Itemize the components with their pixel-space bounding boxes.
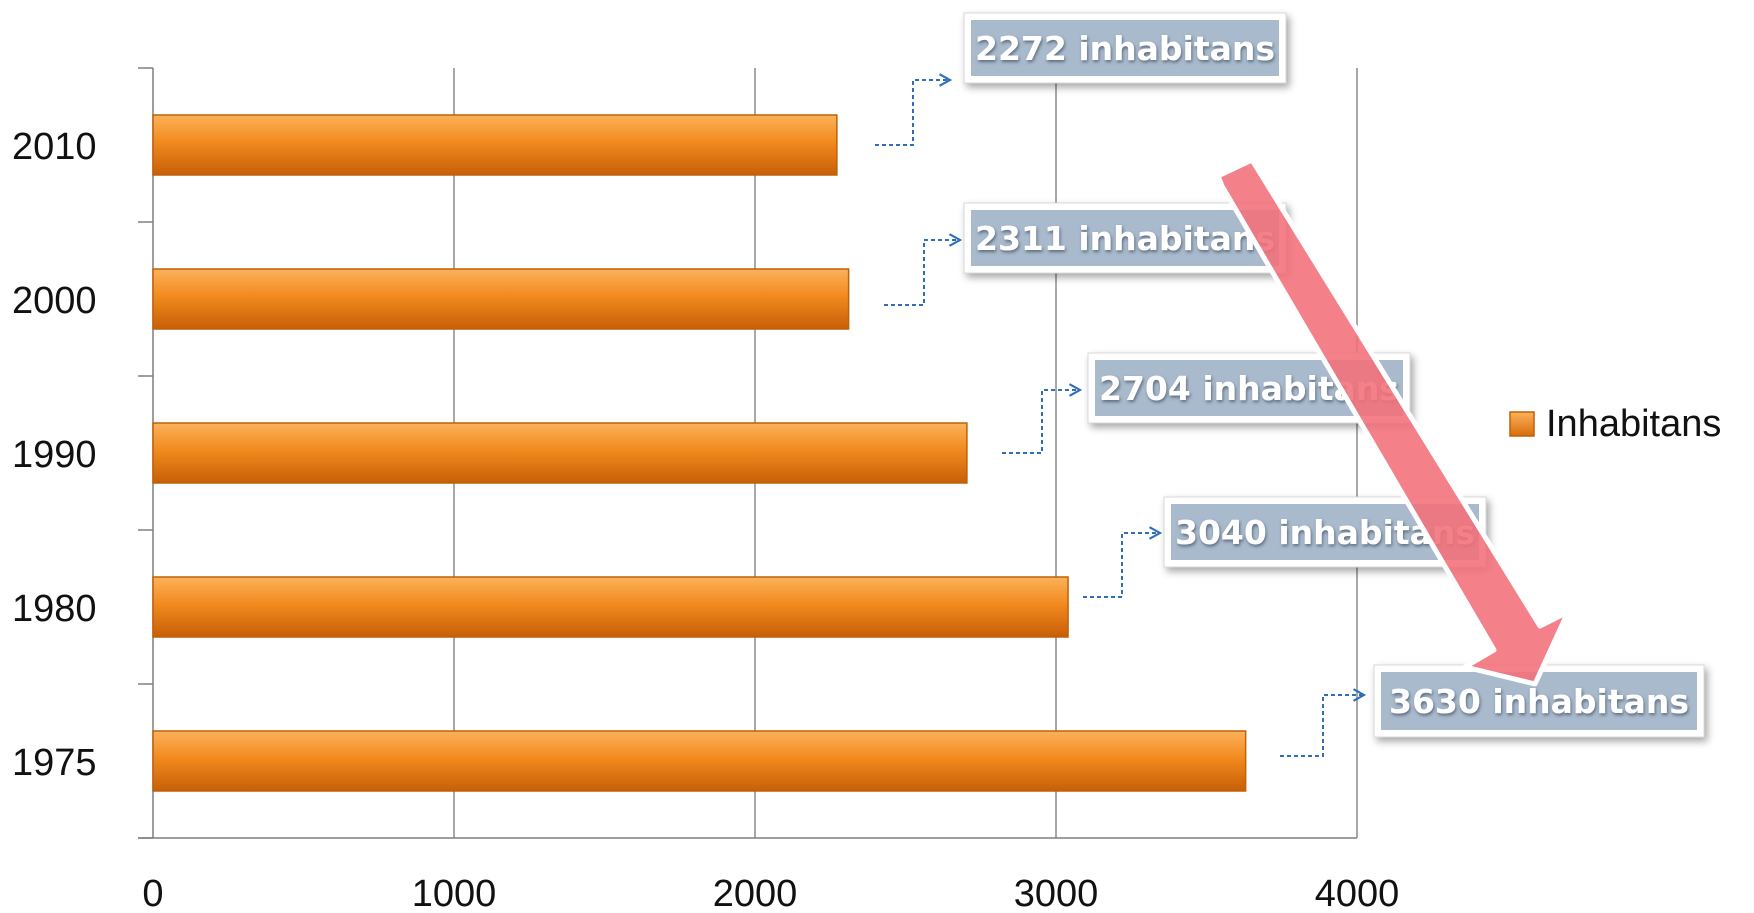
callout-box-2010 [971, 20, 1279, 76]
bars [152, 114, 1247, 792]
bar-2010 [152, 114, 838, 176]
legend-swatch [1509, 411, 1535, 437]
x-tick-label-2000: 2000 [713, 873, 798, 913]
x-tick-labels: 0 1000 2000 3000 4000 [142, 873, 1399, 913]
y-tick-label-1990: 1990 [12, 434, 97, 476]
callout-box-1975 [1381, 672, 1697, 730]
connector-1980 [1083, 526, 1163, 598]
bar-1980 [152, 576, 1069, 638]
callout-text-2010: 2272 inhabitans [975, 29, 1275, 68]
bar-1990 [152, 422, 968, 484]
legend: Inhabitans [1509, 403, 1721, 445]
y-tick-label-2000: 2000 [12, 280, 97, 322]
x-tick-label-4000: 4000 [1315, 873, 1400, 913]
connector-2000 [884, 233, 963, 306]
x-tick-label-3000: 3000 [1014, 873, 1099, 913]
trend-down-arrow-icon [1215, 157, 1571, 687]
connector-2010 [875, 73, 953, 146]
callout-box-2000 [971, 210, 1279, 266]
bar-2000 [152, 268, 850, 330]
x-tick-label-0: 0 [142, 873, 163, 913]
legend-label: Inhabitans [1546, 403, 1721, 445]
callout-text-1975: 3630 inhabitans [1389, 682, 1689, 721]
y-tick-label-1975: 1975 [12, 742, 97, 784]
bar-1975 [152, 730, 1247, 792]
connector-1975 [1280, 688, 1367, 757]
y-tick-labels: 1975 1980 1990 2000 2010 [12, 126, 97, 784]
connector-1990 [1002, 383, 1083, 454]
trend-arrow-layer [1215, 157, 1571, 687]
y-tick-label-2010: 2010 [12, 126, 97, 168]
callout-connectors [875, 73, 1367, 757]
callout-text-2000: 2311 inhabitans [975, 219, 1275, 258]
x-tick-label-1000: 1000 [412, 873, 497, 913]
y-tick-label-1980: 1980 [12, 588, 97, 630]
